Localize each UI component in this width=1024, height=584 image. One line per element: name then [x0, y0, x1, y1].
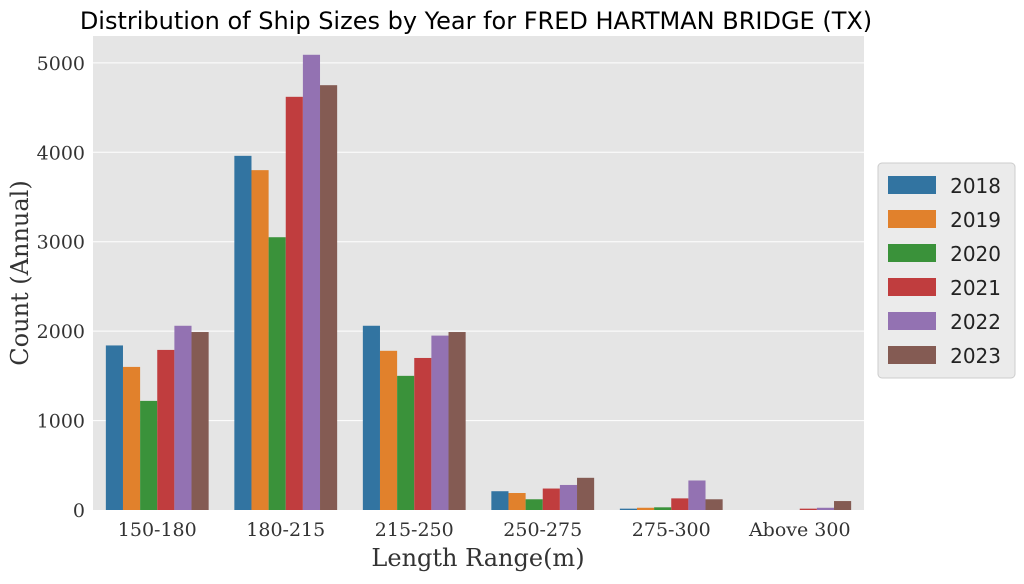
bar [688, 480, 706, 510]
bar [140, 400, 158, 510]
legend-label: 2020 [950, 242, 1001, 266]
legend-swatch [888, 244, 936, 262]
y-tick-label: 1000 [37, 411, 85, 433]
x-tick-label: 275-300 [632, 519, 711, 541]
y-tick-label: 0 [73, 500, 85, 522]
gridlines [93, 62, 864, 422]
x-tick-label: 250-275 [503, 519, 582, 541]
bar [105, 345, 123, 510]
bar [508, 493, 526, 510]
bar [431, 335, 449, 510]
bars [105, 54, 852, 511]
legend: 2018 2019 2020 2021 2022 2023 [877, 162, 1016, 379]
bar [619, 508, 637, 510]
bar [636, 507, 655, 510]
legend-swatch [888, 210, 936, 228]
chart-title: Distribution of Ship Sizes by Year for F… [80, 7, 872, 35]
bar [577, 477, 595, 510]
bar [174, 325, 192, 510]
bar [302, 54, 321, 511]
x-axis-label: Length Range(m) [371, 544, 584, 572]
bar [379, 350, 398, 510]
legend-swatch [888, 346, 936, 364]
bar [268, 237, 286, 510]
bar [157, 349, 175, 510]
x-tick-label: 215-250 [375, 519, 454, 541]
bar [397, 375, 415, 510]
bar [834, 501, 852, 510]
y-tick-label: 4000 [37, 142, 85, 164]
bar [285, 96, 303, 510]
legend-swatch [888, 312, 936, 330]
bar [122, 366, 141, 510]
bar [525, 499, 543, 510]
bar [491, 491, 509, 510]
bar [191, 332, 209, 510]
bar [414, 357, 432, 510]
bar [654, 507, 672, 510]
bar [234, 155, 252, 511]
x-tick-label: 150-180 [118, 519, 197, 541]
bar [542, 488, 560, 510]
x-tick-label: 180-215 [246, 519, 325, 541]
bar [799, 508, 817, 510]
bar [320, 85, 338, 510]
y-axis-ticks: 0 1000 2000 3000 4000 5000 [37, 53, 85, 522]
bar [816, 507, 835, 510]
legend-swatch [888, 176, 936, 194]
legend-swatch [888, 278, 936, 296]
y-tick-label: 5000 [37, 53, 85, 75]
x-axis-ticks: 150-180 180-215 215-250 250-275 275-300 Above… [118, 519, 851, 541]
x-tick-label: Above 300 [748, 519, 851, 541]
legend-label: 2021 [950, 276, 1001, 300]
y-tick-label: 3000 [37, 232, 85, 254]
bar [362, 325, 380, 510]
bar [251, 170, 269, 510]
legend-label: 2019 [950, 208, 1001, 232]
bar [705, 499, 723, 510]
legend-label: 2022 [950, 310, 1001, 334]
y-axis-label: Count (Annual) [6, 180, 34, 365]
bar [448, 332, 466, 510]
bar [559, 484, 578, 510]
bar [671, 498, 689, 510]
legend-label: 2023 [950, 344, 1001, 368]
y-tick-label: 2000 [37, 321, 85, 343]
legend-label: 2018 [950, 174, 1001, 198]
plot-area [93, 36, 864, 510]
